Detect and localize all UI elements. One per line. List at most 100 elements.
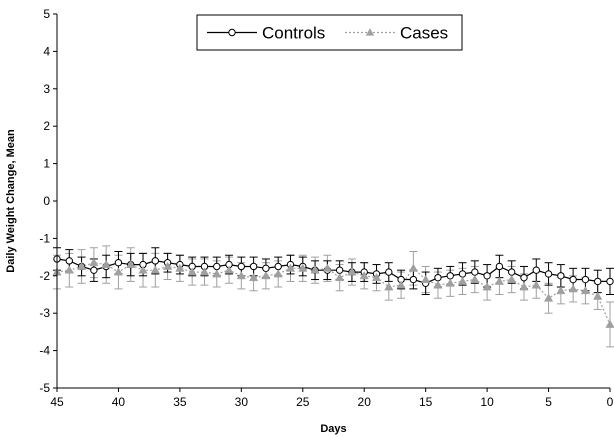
legend: Controls Cases	[196, 14, 463, 51]
controls-point	[249, 262, 258, 271]
legend-controls-label: Controls	[262, 24, 325, 43]
controls-point	[471, 268, 479, 276]
x-tick-label: 5	[545, 395, 552, 409]
controls-error-bars	[53, 247, 614, 295]
cases-point	[298, 263, 308, 272]
x-tick-label: 15	[419, 395, 433, 409]
cases-point	[384, 282, 394, 291]
cases-point	[396, 280, 406, 289]
cases-point	[347, 267, 357, 276]
controls-point	[65, 257, 73, 265]
controls-point	[434, 273, 442, 282]
y-tick-label: -3	[39, 306, 50, 320]
legend-controls-marker	[228, 28, 236, 37]
axes	[53, 13, 611, 392]
controls-point	[90, 266, 98, 274]
cases-point	[273, 269, 283, 278]
cases-point	[89, 258, 99, 267]
x-tick-label: 25	[296, 395, 310, 409]
x-tick-label: 10	[480, 395, 494, 409]
y-tick-label: -4	[39, 344, 50, 358]
controls-point	[213, 262, 221, 271]
cases-point	[531, 280, 541, 289]
x-tick-label: 30	[235, 395, 249, 409]
cases-point	[212, 269, 222, 278]
legend-cases-marker	[365, 28, 375, 36]
x-tick-label: 40	[112, 395, 126, 409]
controls-point	[581, 275, 590, 284]
controls-point	[237, 262, 246, 271]
y-tick-label: 5	[43, 7, 50, 21]
cases-point	[568, 284, 578, 293]
controls-point	[409, 275, 418, 284]
controls-point	[114, 259, 123, 267]
controls-point	[557, 272, 565, 280]
controls-point	[507, 268, 516, 276]
cases-point	[371, 272, 382, 282]
y-tick-label: 1	[43, 157, 50, 171]
cases-point	[224, 265, 234, 274]
y-tick-label: 2	[43, 119, 50, 133]
cases-point	[175, 263, 185, 272]
controls-point	[544, 270, 553, 278]
controls-point	[483, 272, 491, 280]
x-tick-label: 35	[173, 395, 187, 409]
cases-point	[285, 263, 296, 272]
y-tick-label: 0	[43, 194, 50, 208]
x-tick-label: 45	[50, 395, 64, 409]
cases-point	[519, 282, 529, 291]
y-tick-label: 4	[43, 44, 50, 58]
cases-point	[150, 265, 160, 274]
cases-point	[433, 280, 443, 289]
controls-point	[520, 273, 528, 282]
y-tick-label: -2	[39, 269, 50, 283]
controls-point	[446, 272, 454, 280]
cases-series-line	[56, 262, 611, 325]
cases-point	[199, 267, 210, 276]
controls-point	[594, 277, 602, 286]
controls-point	[532, 266, 540, 274]
cases-error-bars	[53, 245, 614, 348]
cases-point	[408, 263, 419, 272]
cases-point	[310, 265, 320, 274]
cases-point	[64, 265, 74, 274]
cases-point	[76, 261, 87, 270]
cases-point	[593, 291, 603, 300]
cases-point	[162, 261, 173, 270]
cases-point	[457, 276, 468, 285]
x-axis-title: Days	[320, 423, 346, 435]
cases-point	[359, 271, 369, 280]
x-tick-label: 0	[607, 395, 614, 409]
cases-point	[101, 259, 111, 268]
cases-point	[126, 259, 136, 268]
cases-point	[556, 286, 566, 295]
series-markers	[52, 255, 614, 328]
cases-point	[507, 274, 517, 283]
cases-point	[322, 263, 332, 272]
controls-series-line	[56, 258, 610, 284]
controls-point	[335, 266, 344, 274]
y-tick-label: -5	[39, 381, 50, 395]
series-lines	[56, 258, 611, 325]
legend-cases-label: Cases	[400, 24, 448, 43]
cases-point	[335, 272, 345, 282]
cases-point	[248, 272, 259, 282]
controls-point	[495, 262, 504, 271]
cases-point	[113, 267, 124, 276]
controls-point	[569, 275, 577, 284]
y-tick-label: -1	[39, 231, 50, 245]
cases-point	[543, 293, 554, 302]
controls-point	[458, 270, 467, 278]
cases-point	[580, 286, 591, 295]
controls-point	[606, 277, 614, 286]
cases-point	[421, 274, 431, 283]
cases-point	[470, 274, 480, 283]
cases-point	[605, 319, 614, 328]
cases-point	[138, 265, 148, 274]
cases-point	[261, 271, 271, 280]
controls-point	[274, 262, 282, 271]
cases-point	[187, 267, 197, 276]
